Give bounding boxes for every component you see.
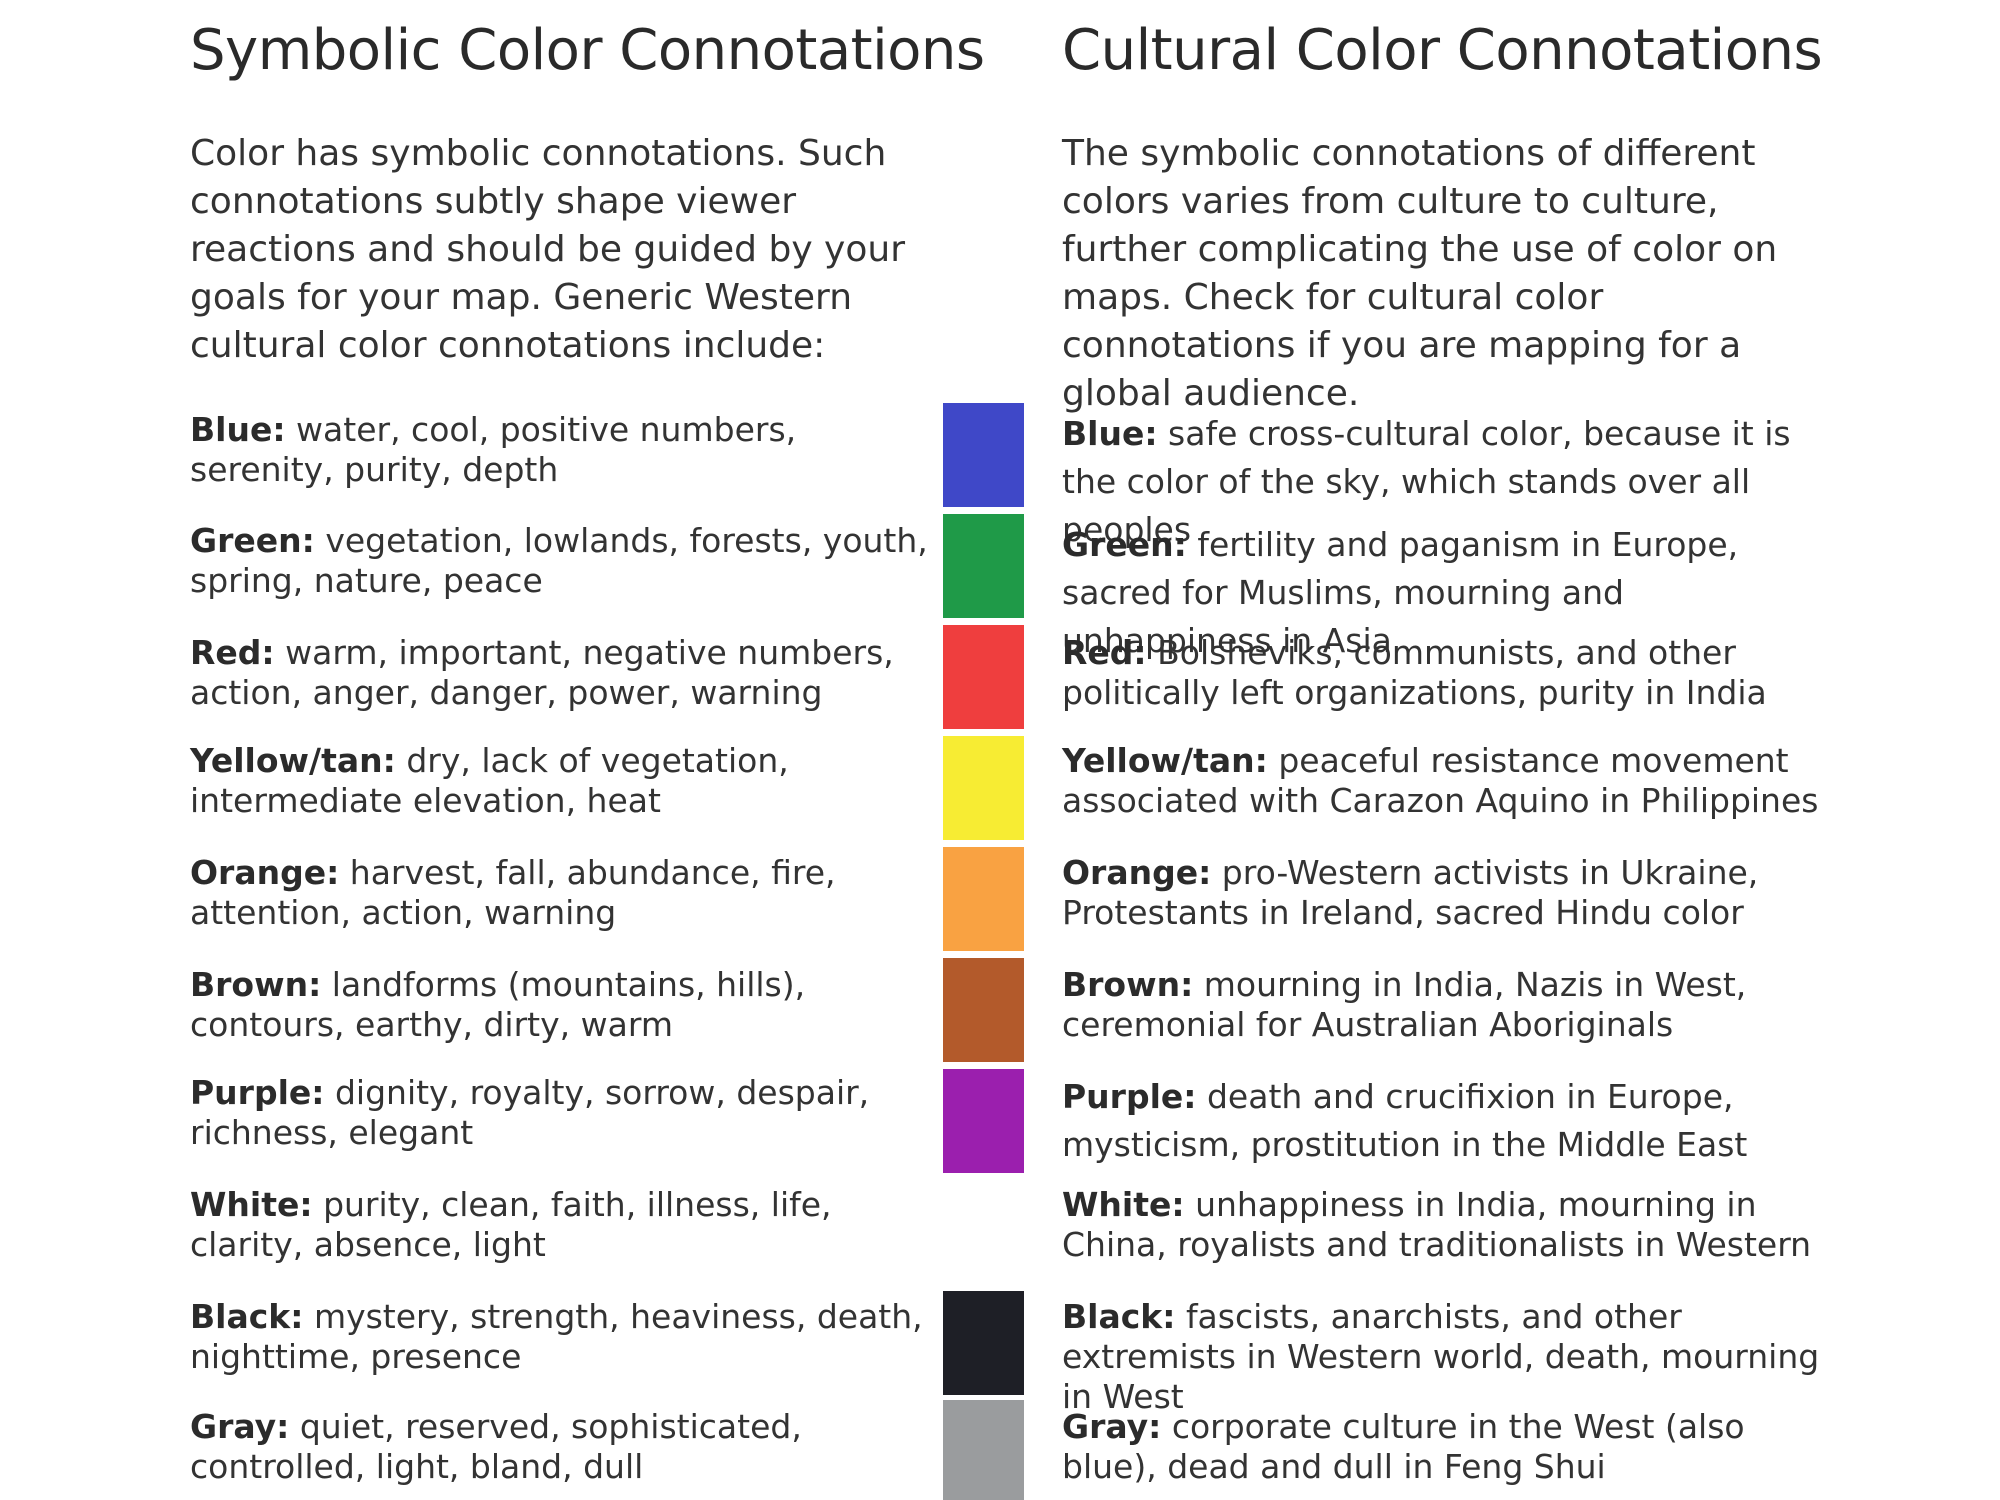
symbolic-text: purity, clean, faith, illness, life, cla…	[190, 1185, 832, 1264]
color-label: Blue:	[190, 410, 286, 449]
color-label: Gray:	[190, 1407, 290, 1446]
color-label: Orange:	[190, 853, 340, 892]
swatch-brown	[943, 958, 1024, 1062]
color-label: Black:	[190, 1297, 304, 1336]
cultural-entry-gray: Gray: corporate culture in the West (als…	[1062, 1407, 1822, 1487]
symbolic-text: landforms (mountains, hills), contours, …	[190, 965, 806, 1044]
cultural-text: unhappiness in India, mourning in China,…	[1062, 1185, 1812, 1264]
symbolic-intro: Color has symbolic connotations. Such co…	[190, 133, 906, 366]
color-label: Black:	[1062, 1297, 1176, 1336]
color-label: White:	[1062, 1185, 1185, 1224]
color-label: Red:	[1062, 633, 1147, 672]
color-label: Green:	[190, 521, 315, 560]
cultural-entry-brown: Brown: mourning in India, Nazis in West,…	[1062, 965, 1822, 1045]
swatch-black	[943, 1291, 1024, 1395]
symbolic-entry-purple: Purple: dignity, royalty, sorrow, despai…	[190, 1073, 930, 1153]
cultural-entry-orange: Orange: pro-Western activists in Ukraine…	[1062, 853, 1822, 933]
color-label: Purple:	[1062, 1077, 1197, 1116]
symbolic-text: water, cool, positive numbers, serenity,…	[190, 410, 797, 489]
cultural-entry-black: Black: fascists, anarchists, and other e…	[1062, 1297, 1822, 1417]
swatch-white	[943, 1180, 1024, 1284]
cultural-entry-white: White: unhappiness in India, mourning in…	[1062, 1185, 1822, 1265]
symbolic-entry-yellow-tan: Yellow/tan: dry, lack of vegetation, int…	[190, 741, 930, 821]
symbolic-entry-black: Black: mystery, strength, heaviness, dea…	[190, 1297, 930, 1377]
color-label: Purple:	[190, 1073, 325, 1112]
color-label: Blue:	[1062, 414, 1158, 453]
cultural-entry-purple: Purple: death and crucifixion in Europe,…	[1062, 1073, 1822, 1169]
cultural-entry-blue: Blue: safe cross-cultural color, because…	[1062, 410, 1822, 554]
swatch-orange	[943, 847, 1024, 951]
cultural-text: death and crucifixion in Europe, mystici…	[1062, 1077, 1748, 1164]
symbolic-text: vegetation, lowlands, forests, youth, sp…	[190, 521, 928, 600]
cultural-text: mourning in India, Nazis in West, ceremo…	[1062, 965, 1747, 1044]
color-label: Gray:	[1062, 1407, 1162, 1446]
symbolic-text: quiet, reserved, sophisticated, controll…	[190, 1407, 802, 1486]
symbolic-text: dry, lack of vegetation, intermediate el…	[190, 741, 789, 820]
color-label: Brown:	[190, 965, 322, 1004]
symbolic-entry-blue: Blue: water, cool, positive numbers, ser…	[190, 410, 930, 490]
swatch-yellow-tan	[943, 736, 1024, 840]
cultural-text: peaceful resistance movement associated …	[1062, 741, 1819, 820]
cultural-heading: Cultural Color Connotations	[1062, 18, 1823, 83]
symbolic-text: warm, important, negative numbers, actio…	[190, 633, 894, 712]
swatch-red	[943, 625, 1024, 729]
swatch-blue	[943, 403, 1024, 507]
cultural-entry-red: Red: Bolsheviks, communists, and other p…	[1062, 633, 1822, 713]
color-label: Orange:	[1062, 853, 1212, 892]
cultural-entry-green: Green: fertility and paganism in Europe,…	[1062, 521, 1822, 665]
color-label: Yellow/tan:	[1062, 741, 1268, 780]
symbolic-text: mystery, strength, heaviness, death, nig…	[190, 1297, 923, 1376]
symbolic-entry-red: Red: warm, important, negative numbers, …	[190, 633, 930, 713]
color-label: White:	[190, 1185, 313, 1224]
symbolic-entry-brown: Brown: landforms (mountains, hills), con…	[190, 965, 930, 1045]
cultural-intro: The symbolic connotations of different c…	[1062, 133, 1778, 414]
symbolic-entry-green: Green: vegetation, lowlands, forests, yo…	[190, 521, 930, 601]
color-label: Brown:	[1062, 965, 1194, 1004]
symbolic-text: harvest, fall, abundance, fire, attentio…	[190, 853, 836, 932]
symbolic-entry-orange: Orange: harvest, fall, abundance, fire, …	[190, 853, 930, 933]
cultural-text: corporate culture in the West (also blue…	[1062, 1407, 1745, 1486]
color-label: Green:	[1062, 525, 1187, 564]
cultural-text: Bolsheviks, communists, and other politi…	[1062, 633, 1767, 712]
cultural-entry-yellow-tan: Yellow/tan: peaceful resistance movement…	[1062, 741, 1822, 821]
color-label: Red:	[190, 633, 275, 672]
symbolic-entry-white: White: purity, clean, faith, illness, li…	[190, 1185, 930, 1265]
cultural-text: fertility and paganism in Europe, sacred…	[1062, 525, 1739, 660]
cultural-text: safe cross-cultural color, because it is…	[1062, 414, 1791, 549]
swatch-purple	[943, 1069, 1024, 1173]
swatch-gray	[943, 1400, 1024, 1500]
symbolic-text: dignity, royalty, sorrow, despair, richn…	[190, 1073, 870, 1152]
symbolic-heading: Symbolic Color Connotations	[190, 18, 985, 83]
cultural-text: pro-Western activists in Ukraine, Protes…	[1062, 853, 1759, 932]
color-label: Yellow/tan:	[190, 741, 396, 780]
cultural-text: fascists, anarchists, and other extremis…	[1062, 1297, 1820, 1416]
swatch-green	[943, 514, 1024, 618]
symbolic-entry-gray: Gray: quiet, reserved, sophisticated, co…	[190, 1407, 930, 1487]
